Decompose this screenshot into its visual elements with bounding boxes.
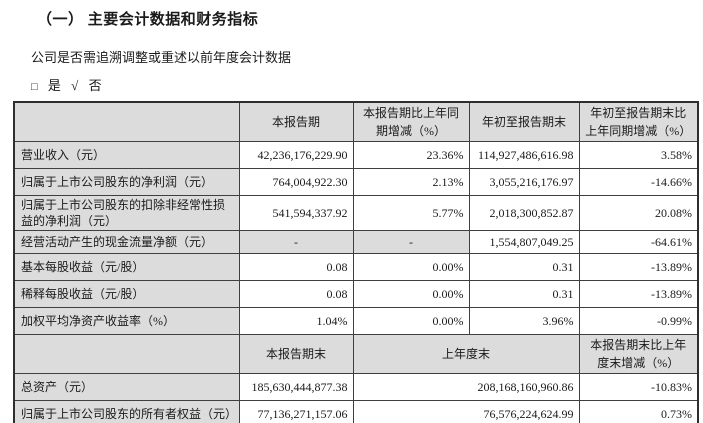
metric-value: 1,554,807,049.25 (468, 230, 580, 255)
metric-value: 2,018,300,852.87 (468, 194, 580, 232)
metric-value: 0.00% (352, 307, 470, 336)
metric-value: -13.89% (578, 253, 699, 282)
metric-label: 基本每股收益（元/股） (13, 253, 240, 282)
metric-value: 0.08 (238, 253, 354, 282)
current-period-change-header-cell: 本报告期比上年同期增减（%） (352, 101, 470, 142)
report-page: （一） 主要会计数据和财务指标 公司是否需追溯调整或重述以前年度会计数据 □ 是… (0, 8, 703, 423)
table-row-revenue: 营业收入（元） 42,236,176,229.90 23.36% 114,927… (13, 141, 699, 169)
metric-header-cell (13, 334, 240, 375)
metric-value: 3.96% (468, 307, 580, 336)
metric-value: 185,630,444,877.38 (238, 373, 354, 402)
table-row-total-assets: 总资产（元） 185,630,444,877.38 208,168,160,96… (13, 373, 699, 402)
ytd-change-header-cell: 年初至报告期末比上年同期增减（%） (578, 101, 699, 142)
metric-value: 0.00% (352, 253, 470, 282)
metric-value: 3,055,216,176.97 (468, 168, 580, 196)
table-row-weighted-avg-roe: 加权平均净资产收益率（%） 1.04% 0.00% 3.96% -0.99% (13, 307, 699, 336)
metric-value: 114,927,486,616.98 (468, 141, 580, 169)
period-header-row: 本报告期 本报告期比上年同期增减（%） 年初至报告期末 年初至报告期末比上年同期… (13, 101, 699, 142)
yes-label: 是 (47, 78, 61, 93)
metric-label: 总资产（元） (13, 373, 240, 402)
metric-value: -14.66% (578, 168, 699, 196)
metric-value: 764,004,922.30 (238, 168, 354, 196)
metric-value: 20.08% (578, 194, 699, 232)
metric-value: 42,236,176,229.90 (238, 141, 354, 169)
metric-label: 经营活动产生的现金流量净额（元） (13, 230, 240, 255)
table-row-basic-eps: 基本每股收益（元/股） 0.08 0.00% 0.31 -13.89% (13, 253, 699, 282)
metric-header-cell (13, 101, 240, 142)
metric-label: 归属于上市公司股东的扣除非经常性损益的净利润（元） (13, 194, 240, 232)
prev-year-end-header-cell: 上年度末 (352, 334, 580, 375)
metric-value: 0.31 (468, 280, 580, 309)
metric-label: 加权平均净资产收益率（%） (13, 307, 240, 336)
metric-value: -0.99% (578, 307, 699, 336)
metric-value: 208,168,160,960.86 (352, 373, 580, 402)
metric-value: -13.89% (578, 280, 699, 309)
metric-value: 77,136,271,157.06 (238, 400, 354, 423)
current-period-header-cell: 本报告期 (238, 101, 354, 142)
metric-value: 1.04% (238, 307, 354, 336)
restatement-answer: □ 是 √ 否 (31, 75, 703, 94)
metric-value-empty: - (352, 230, 470, 255)
metric-value: -64.61% (578, 230, 699, 255)
check-mark-icon: √ (71, 78, 79, 93)
period-end-header-cell: 本报告期末 (238, 334, 354, 375)
metric-value: 0.73% (578, 400, 699, 423)
metric-value: -10.83% (578, 373, 699, 402)
metric-value: 2.13% (352, 168, 470, 196)
section-title: （一） 主要会计数据和财务指标 (37, 12, 259, 28)
metric-value: 541,594,337.92 (238, 194, 354, 232)
table-row-operating-cash-flow: 经营活动产生的现金流量净额（元） - - 1,554,807,049.25 -6… (13, 230, 699, 255)
metric-value: 3.58% (578, 141, 699, 169)
key-financials-table: 本报告期 本报告期比上年同期增减（%） 年初至报告期末 年初至报告期末比上年同期… (13, 101, 699, 423)
restatement-question: 公司是否需追溯调整或重述以前年度会计数据 (31, 50, 292, 65)
metric-value-empty: - (238, 230, 354, 255)
no-label: 否 (88, 78, 102, 93)
metric-value: 76,576,224,624.99 (352, 400, 580, 423)
metric-value: 0.31 (468, 253, 580, 282)
metric-value: 23.36% (352, 141, 470, 169)
table-row-net-profit: 归属于上市公司股东的净利润（元） 764,004,922.30 2.13% 3,… (13, 168, 699, 196)
metric-value: 0.00% (352, 280, 470, 309)
ytd-header-cell: 年初至报告期末 (468, 101, 580, 142)
metric-value: 0.08 (238, 280, 354, 309)
metric-label: 归属于上市公司股东的净利润（元） (13, 168, 240, 196)
metric-label: 稀释每股收益（元/股） (13, 280, 240, 309)
table-row-shareholders-equity: 归属于上市公司股东的所有者权益（元） 77,136,271,157.06 76,… (13, 400, 699, 423)
checkbox-unchecked-icon: □ (31, 81, 38, 93)
metric-label: 营业收入（元） (13, 141, 240, 169)
yearend-header-row: 本报告期末 上年度末 本报告期末比上年度末增减（%） (13, 334, 699, 375)
metric-value: 5.77% (352, 194, 470, 232)
period-end-change-header-cell: 本报告期末比上年度末增减（%） (578, 334, 699, 375)
table-row-diluted-eps: 稀释每股收益（元/股） 0.08 0.00% 0.31 -13.89% (13, 280, 699, 309)
metric-label: 归属于上市公司股东的所有者权益（元） (13, 400, 240, 423)
table-row-net-profit-excl-nonrecurring: 归属于上市公司股东的扣除非经常性损益的净利润（元） 541,594,337.92… (13, 194, 699, 232)
